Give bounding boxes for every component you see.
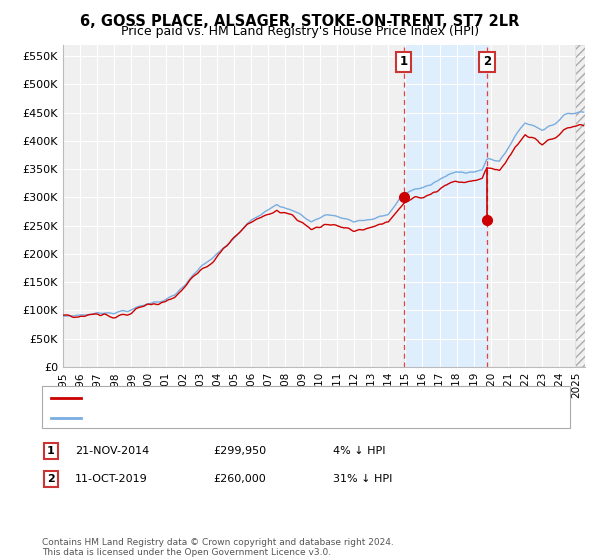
Text: 21-NOV-2014: 21-NOV-2014 <box>75 446 149 456</box>
Text: 11-OCT-2019: 11-OCT-2019 <box>75 474 148 484</box>
Text: 6, GOSS PLACE, ALSAGER, STOKE-ON-TRENT, ST7 2LR: 6, GOSS PLACE, ALSAGER, STOKE-ON-TRENT, … <box>80 14 520 29</box>
Text: Price paid vs. HM Land Registry's House Price Index (HPI): Price paid vs. HM Land Registry's House … <box>121 25 479 38</box>
Text: 2: 2 <box>47 474 55 484</box>
Text: HPI: Average price, detached house, Cheshire East: HPI: Average price, detached house, Ches… <box>87 413 352 423</box>
Text: 1: 1 <box>47 446 55 456</box>
Bar <box>577 45 587 367</box>
Text: 6, GOSS PLACE, ALSAGER, STOKE-ON-TRENT, ST7 2LR (detached house): 6, GOSS PLACE, ALSAGER, STOKE-ON-TRENT, … <box>87 393 463 403</box>
Text: £260,000: £260,000 <box>213 474 266 484</box>
Text: 2: 2 <box>483 55 491 68</box>
Text: 1: 1 <box>400 55 407 68</box>
Text: Contains HM Land Registry data © Crown copyright and database right 2024.
This d: Contains HM Land Registry data © Crown c… <box>42 538 394 557</box>
Text: 4% ↓ HPI: 4% ↓ HPI <box>333 446 386 456</box>
Text: 31% ↓ HPI: 31% ↓ HPI <box>333 474 392 484</box>
Text: £299,950: £299,950 <box>213 446 266 456</box>
